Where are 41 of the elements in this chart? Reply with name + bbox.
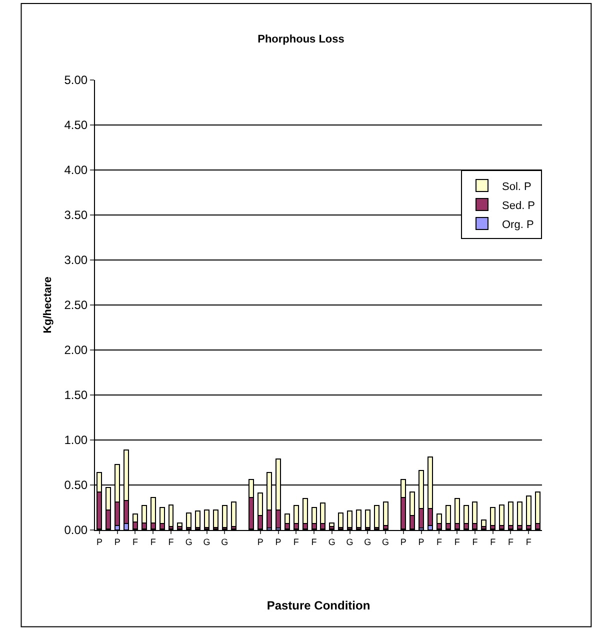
y-tick-label: 1.50 <box>64 388 88 402</box>
y-tick-label: 3.50 <box>64 208 88 222</box>
x-tick-label: P <box>96 536 102 547</box>
legend-label: Org. P <box>502 218 534 231</box>
x-tick-label: G <box>328 536 336 547</box>
y-tick-label: 5.00 <box>64 73 88 88</box>
x-tick-label: F <box>132 536 138 547</box>
y-axis-title: Kg/hectare <box>42 276 54 334</box>
x-tick-label: P <box>418 536 424 547</box>
y-tick-label: 2.50 <box>64 298 88 312</box>
x-tick-label: P <box>257 536 264 547</box>
x-tick-label: F <box>168 536 174 547</box>
x-tick-label: F <box>472 536 478 547</box>
x-tick-label: G <box>203 536 210 547</box>
y-tick-label: 0.50 <box>64 478 88 492</box>
x-tick-label: G <box>382 536 390 547</box>
y-tick-label: 4.50 <box>64 118 88 132</box>
x-tick-label: G <box>185 536 192 547</box>
x-axis-title: Pasture Condition <box>266 598 370 613</box>
chart-title: Phorphous Loss <box>258 34 344 46</box>
x-tick-label: P <box>275 536 282 547</box>
x-tick-label: F <box>311 536 318 547</box>
x-tick-label: F <box>508 536 514 547</box>
y-tick-label: 4.00 <box>64 163 88 178</box>
legend-label: Sol. P <box>502 180 532 193</box>
x-tick-label: F <box>490 536 496 547</box>
x-tick-label: F <box>454 536 460 547</box>
x-tick-label: P <box>400 536 406 547</box>
legend-label: Sed. P <box>502 200 536 212</box>
y-tick-label: 0.00 <box>64 523 88 538</box>
y-tick-label: 2.00 <box>64 343 88 358</box>
x-tick-label: P <box>114 536 120 547</box>
x-tick-label: F <box>293 536 300 547</box>
y-tick-label: 1.00 <box>64 433 88 448</box>
x-tick-label: F <box>526 536 532 547</box>
x-tick-label: F <box>436 536 442 547</box>
y-tick-label: 3.00 <box>64 253 88 268</box>
x-tick-label: G <box>364 536 372 547</box>
x-tick-label: F <box>150 536 156 547</box>
x-tick-label: G <box>221 536 228 547</box>
x-tick-label: G <box>346 536 354 547</box>
